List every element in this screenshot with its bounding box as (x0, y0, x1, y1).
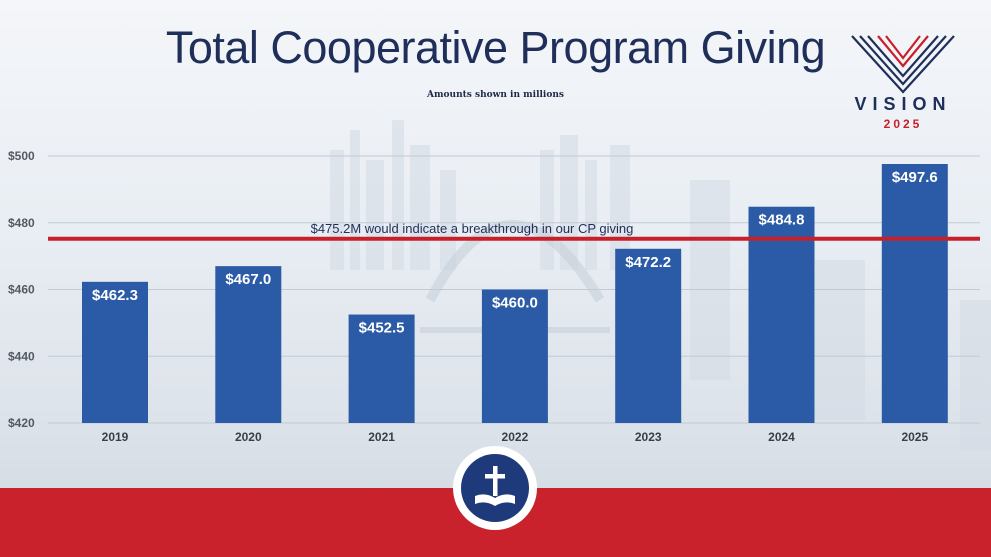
emblem-badge (453, 446, 537, 530)
x-tick-label: 2021 (368, 430, 395, 444)
reference-line-label: $475.2M would indicate a breakthrough in… (311, 221, 634, 236)
bar-2024 (748, 206, 815, 423)
bar-2025 (881, 164, 948, 423)
bar-value-label: $484.8 (759, 212, 805, 229)
x-tick-label: 2024 (768, 430, 795, 444)
logo-wordmark: VISION (854, 94, 952, 114)
y-tick-label: $420 (8, 416, 35, 430)
bar-value-label: $452.5 (359, 320, 405, 337)
bar-value-label: $497.6 (892, 169, 938, 186)
bar-2023 (615, 248, 682, 423)
city-skyline-background (330, 120, 991, 450)
y-tick-label: $500 (8, 149, 35, 163)
bar-2022 (481, 289, 548, 423)
x-tick-label: 2020 (235, 430, 262, 444)
page-title: Total Cooperative Program Giving (165, 22, 826, 73)
bar-value-label: $460.0 (492, 295, 538, 312)
bar-chart: $500 $480 $460 $440 $420 $462.3 2019 $467.0 2020… (8, 149, 980, 444)
bar-2021 (348, 314, 415, 423)
x-tick-label: 2023 (635, 430, 662, 444)
x-tick-label: 2022 (502, 430, 529, 444)
bar-value-label: $467.0 (225, 271, 271, 288)
y-tick-label: $480 (8, 216, 35, 230)
x-tick-label: 2019 (102, 430, 129, 444)
logo-year: 2025 (883, 117, 923, 131)
bar-2020 (215, 266, 282, 423)
bar-2019 (82, 281, 148, 423)
bar-value-label: $462.3 (92, 287, 138, 304)
bar-value-label: $472.2 (625, 254, 671, 271)
x-tick-label: 2025 (901, 430, 928, 444)
y-tick-label: $460 (8, 283, 35, 297)
y-tick-label: $440 (8, 349, 35, 363)
vision-chevron-logo-icon (851, 35, 955, 94)
cross-book-icon (475, 466, 515, 506)
page-subtitle: Amounts shown in millions (427, 90, 564, 100)
